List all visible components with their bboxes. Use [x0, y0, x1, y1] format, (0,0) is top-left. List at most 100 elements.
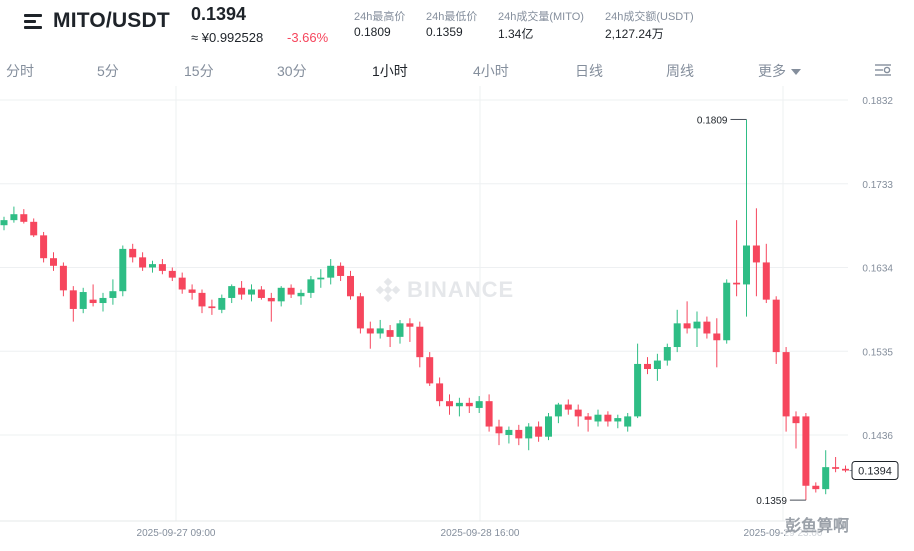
- candle-body: [30, 221, 38, 236]
- candle-body: [574, 409, 582, 417]
- candle-body: [683, 323, 691, 329]
- tab-15m[interactable]: 15分: [184, 63, 214, 79]
- candle-body: [515, 429, 523, 439]
- candle-body: [505, 429, 513, 435]
- tab-1d[interactable]: 日线: [575, 63, 603, 79]
- tab-4h[interactable]: 4小时: [473, 63, 509, 79]
- interval-tabs: 分时 5分 15分 30分 1小时 4小时 日线 周线 更多: [0, 54, 914, 86]
- candle-body: [802, 416, 810, 486]
- candlestick-chart[interactable]: 0.1832 0.1733 0.1634 0.1535 0.1436 2025-09-2…: [0, 86, 914, 551]
- candle-body: [693, 321, 701, 329]
- source-watermark: 彭鱼算啊: [785, 512, 850, 536]
- candle-body: [158, 264, 166, 271]
- trading-pair[interactable]: MITO/USDT: [53, 9, 170, 32]
- candle-body: [644, 363, 651, 370]
- last-price: 0.1394: [191, 4, 247, 24]
- candle-body: [50, 258, 57, 266]
- tab-1h[interactable]: 1小时: [372, 63, 408, 79]
- candle-body: [594, 414, 602, 422]
- tab-more[interactable]: 更多: [758, 61, 801, 81]
- candle-body: [663, 347, 671, 361]
- candle-body: [564, 404, 572, 410]
- x-tick-label: 2025-09-28 16:00: [441, 528, 520, 539]
- candle-body: [485, 401, 493, 427]
- candle-body: [406, 323, 414, 327]
- low-price-label: 0.1359: [756, 496, 787, 507]
- price-change: -3.66%: [287, 30, 329, 45]
- candle-body: [139, 257, 147, 268]
- candle-body: [69, 290, 77, 309]
- candle-body: [436, 383, 444, 402]
- stat-volume-value: 1.34亿: [498, 27, 534, 41]
- candle-body: [89, 299, 97, 304]
- x-tick-label: 2025-09-27 09:00: [137, 528, 216, 539]
- tab-5m[interactable]: 5分: [97, 63, 119, 79]
- candle-body: [297, 292, 305, 297]
- chart-settings-icon[interactable]: [873, 61, 893, 79]
- candle-body: [307, 279, 315, 293]
- candle-body: [40, 235, 48, 259]
- candle-body: [188, 289, 196, 293]
- candle-body: [792, 416, 800, 424]
- y-tick-label: 0.1733: [862, 180, 893, 191]
- candle-body: [446, 401, 453, 407]
- candle-body: [337, 265, 345, 276]
- candle-body: [149, 264, 156, 268]
- menu-icon[interactable]: [24, 14, 44, 30]
- candle-body: [396, 323, 404, 337]
- candle-body: [228, 286, 236, 298]
- y-tick-label: 0.1832: [862, 96, 893, 107]
- tab-more-label: 更多: [758, 63, 786, 79]
- candle-body: [178, 277, 186, 290]
- tab-line[interactable]: 分时: [6, 63, 34, 79]
- candle-body: [198, 292, 206, 307]
- candle-body: [465, 402, 473, 407]
- candle-body: [653, 360, 661, 370]
- candle-body: [455, 402, 463, 407]
- candle-body: [99, 297, 107, 304]
- candle-body: [733, 282, 741, 285]
- candle-body: [535, 426, 543, 437]
- candle-body: [20, 214, 28, 222]
- stat-turnover-label: 24h成交额(USDT): [605, 11, 694, 23]
- tab-30m[interactable]: 30分: [277, 63, 307, 79]
- candle-body: [624, 416, 632, 427]
- stat-high-label: 24h最高价: [354, 11, 406, 23]
- watermark-text: BINANCE: [407, 277, 515, 302]
- candle-body: [356, 296, 364, 329]
- candle-body: [109, 291, 117, 298]
- binance-watermark: BINANCE: [375, 277, 514, 303]
- candle-body: [832, 467, 840, 469]
- candle-body: [426, 357, 434, 384]
- candle-body: [267, 297, 275, 302]
- candle-body: [317, 277, 325, 280]
- x-tick-label: 2025-09-29 23:00: [744, 528, 823, 539]
- candle-body: [703, 321, 711, 334]
- stat-turnover-value: 2,127.24万: [605, 27, 664, 41]
- candle-body: [79, 292, 87, 309]
- candle-body: [782, 352, 790, 417]
- last-price-box: [851, 461, 899, 481]
- candle-body: [584, 416, 592, 420]
- last-price-label: 0.1394: [858, 466, 892, 478]
- candle-body: [376, 328, 384, 334]
- candle-body: [842, 468, 849, 471]
- candle-body: [218, 297, 226, 310]
- ticker-header: MITO/USDT 0.1394 ≈ ¥0.992528 -3.66% 24h最…: [0, 0, 914, 50]
- candle-body: [208, 306, 216, 309]
- candle-body: [168, 270, 176, 278]
- candle-body: [277, 287, 285, 302]
- candle-body: [0, 220, 8, 226]
- candle-body: [347, 275, 354, 297]
- chevron-down-icon: [791, 69, 801, 76]
- binance-logo-icon: [375, 277, 401, 303]
- candle-body: [545, 416, 552, 437]
- tab-1w[interactable]: 周线: [666, 63, 694, 79]
- candle-body: [614, 418, 622, 422]
- candle-body: [822, 467, 830, 490]
- candle-body: [248, 289, 255, 295]
- candle-body: [366, 328, 374, 334]
- candle-body: [772, 299, 780, 353]
- stat-low-value: 0.1359: [426, 25, 463, 39]
- cny-price: ≈ ¥0.992528: [191, 30, 264, 45]
